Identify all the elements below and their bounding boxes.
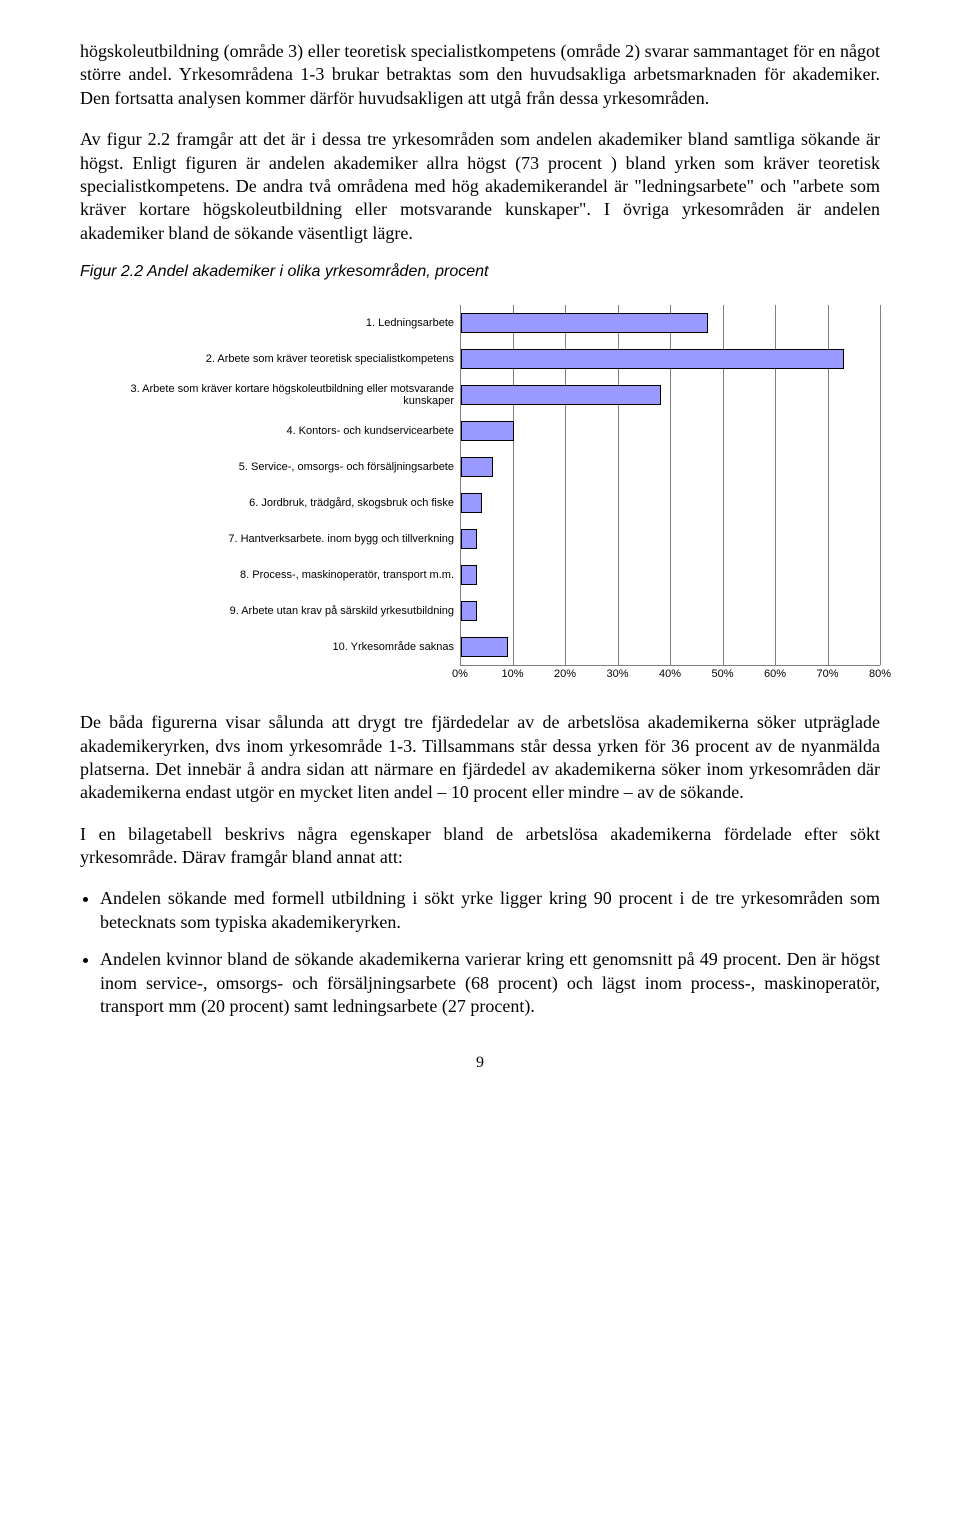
chart-bar (461, 349, 844, 369)
chart-row: 2. Arbete som kräver teoretisk specialis… (80, 341, 880, 377)
chart-category-label: 9. Arbete utan krav på särskild yrkesutb… (80, 605, 460, 617)
chart-gridline (461, 449, 881, 485)
chart-bar (461, 493, 482, 513)
chart-tick-label: 20% (554, 668, 576, 680)
chart-category-label: 2. Arbete som kräver teoretisk specialis… (80, 353, 460, 365)
chart-bar (461, 457, 493, 477)
chart-plot-area (460, 557, 880, 593)
paragraph-3: De båda figurerna visar sålunda att dryg… (80, 711, 880, 805)
chart-gridline (461, 557, 881, 593)
page: högskoleutbildning (område 3) eller teor… (0, 0, 960, 1112)
chart-plot-area (460, 413, 880, 449)
chart-row: 7. Hantverksarbete. inom bygg och tillve… (80, 521, 880, 557)
chart-bar (461, 637, 508, 657)
chart-row: 4. Kontors- och kundservicearbete (80, 413, 880, 449)
chart-category-label: 10. Yrkesområde saknas (80, 641, 460, 653)
chart-gridline (461, 593, 881, 629)
chart-plot-area (460, 629, 880, 665)
page-number: 9 (80, 1054, 880, 1072)
chart-category-label: 7. Hantverksarbete. inom bygg och tillve… (80, 533, 460, 545)
chart-row: 1. Ledningsarbete (80, 305, 880, 341)
chart-row: 5. Service-, omsorgs- och försäljningsar… (80, 449, 880, 485)
chart-category-label: 8. Process-, maskinoperatör, transport m… (80, 569, 460, 581)
chart-row: 6. Jordbruk, trädgård, skogsbruk och fis… (80, 485, 880, 521)
chart-category-label: 5. Service-, omsorgs- och försäljningsar… (80, 461, 460, 473)
bullet-item: Andelen sökande med formell utbildning i… (100, 887, 880, 934)
chart-bar (461, 601, 477, 621)
chart-bar (461, 385, 661, 405)
chart-gridline (461, 485, 881, 521)
chart-tick-label: 10% (501, 668, 523, 680)
chart-tick-label: 60% (764, 668, 786, 680)
chart-bar (461, 421, 514, 441)
chart-tick-label: 40% (659, 668, 681, 680)
chart-tick-label: 70% (816, 668, 838, 680)
figure-caption: Figur 2.2 Andel akademiker i olika yrkes… (80, 263, 880, 281)
chart-plot-area (460, 377, 880, 413)
chart-plot-area (460, 485, 880, 521)
chart-row: 8. Process-, maskinoperatör, transport m… (80, 557, 880, 593)
chart-row: 10. Yrkesområde saknas (80, 629, 880, 665)
paragraph-1: högskoleutbildning (område 3) eller teor… (80, 40, 880, 110)
chart-category-label: 6. Jordbruk, trädgård, skogsbruk och fis… (80, 497, 460, 509)
chart-bar (461, 313, 708, 333)
bar-chart: 1. Ledningsarbete 2. Arbete som kräver te… (80, 305, 880, 683)
chart-tick-label: 0% (452, 668, 468, 680)
chart-bar (461, 529, 477, 549)
bullet-list: Andelen sökande med formell utbildning i… (80, 887, 880, 1018)
chart-plot-area (460, 449, 880, 485)
chart-tick-label: 80% (869, 668, 891, 680)
chart-x-axis: 0%10%20%30%40%50%60%70%80% (80, 665, 880, 683)
chart-axis-ticks: 0%10%20%30%40%50%60%70%80% (460, 665, 880, 683)
paragraph-4: I en bilagetabell beskrivs några egenska… (80, 823, 880, 870)
chart-row: 3. Arbete som kräver kortare högskoleutb… (80, 377, 880, 413)
chart-plot-area (460, 305, 880, 341)
chart-tick-label: 30% (606, 668, 628, 680)
chart-category-label: 4. Kontors- och kundservicearbete (80, 425, 460, 437)
chart-category-label: 1. Ledningsarbete (80, 317, 460, 329)
chart-gridline (461, 521, 881, 557)
chart-gridline (461, 413, 881, 449)
chart-row: 9. Arbete utan krav på särskild yrkesutb… (80, 593, 880, 629)
chart-bar (461, 565, 477, 585)
chart-tick-label: 50% (711, 668, 733, 680)
chart-plot-area (460, 341, 880, 377)
paragraph-2: Av figur 2.2 framgår att det är i dessa … (80, 128, 880, 245)
chart-gridline (461, 629, 881, 665)
chart-category-label: 3. Arbete som kräver kortare högskoleutb… (80, 383, 460, 407)
chart-plot-area (460, 521, 880, 557)
chart-plot-area (460, 593, 880, 629)
bullet-item: Andelen kvinnor bland de sökande akademi… (100, 948, 880, 1018)
